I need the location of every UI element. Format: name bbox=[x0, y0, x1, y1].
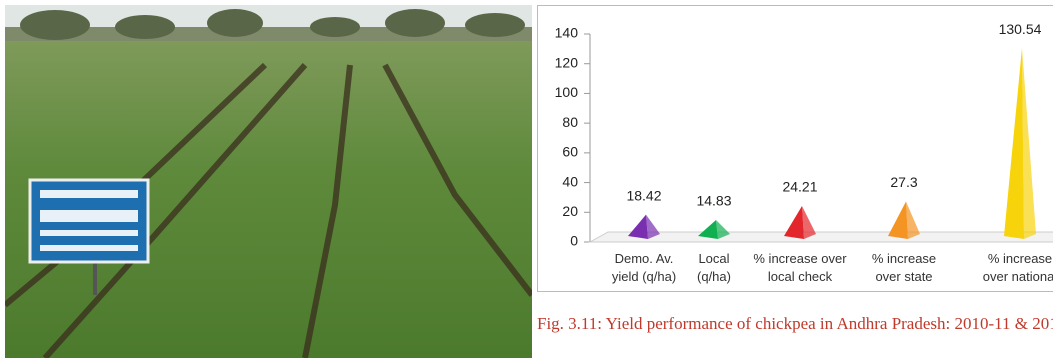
y-tick-label: 80 bbox=[562, 114, 578, 130]
page: {"chart_data": {"type": "pyramid", "cate… bbox=[0, 0, 1053, 363]
pyramid-face bbox=[802, 206, 816, 239]
chart: 0 20 40 60 80 100 120 140 18.42 14.83 24.21 27.3 130… bbox=[537, 5, 1053, 292]
value-label: 14.83 bbox=[696, 193, 731, 209]
y-tick-label: 0 bbox=[570, 233, 578, 249]
pyramid-face bbox=[784, 206, 804, 239]
value-label: 27.3 bbox=[890, 174, 917, 190]
y-tick-label: 120 bbox=[555, 54, 579, 70]
pyramid bbox=[628, 215, 660, 239]
x-tick-label: % increase over local check bbox=[745, 250, 855, 286]
value-label: 130.54 bbox=[999, 21, 1042, 37]
pyramid-face bbox=[906, 201, 920, 239]
caption-area: Fig. 3.11: Yield performance of chickpea… bbox=[537, 312, 1053, 360]
pyramid-face bbox=[1004, 48, 1024, 239]
pyramid bbox=[1004, 48, 1036, 239]
field-photo bbox=[5, 5, 532, 358]
x-tick-label: % increase over national bbox=[975, 250, 1053, 286]
caption: Fig. 3.11: Yield performance of chickpea… bbox=[537, 312, 1053, 336]
pyramid bbox=[784, 206, 816, 239]
y-tick-label: 20 bbox=[562, 203, 578, 219]
x-tick-label: % increase over state bbox=[859, 250, 949, 286]
value-label: 18.42 bbox=[626, 187, 661, 203]
pyramid-face bbox=[698, 220, 718, 239]
value-label: 24.21 bbox=[782, 179, 817, 195]
x-tick-label: Local (q/ha) bbox=[689, 250, 739, 286]
y-tick-label: 100 bbox=[555, 84, 579, 100]
x-tick-label: Demo. Av. yield (q/ha) bbox=[604, 250, 684, 286]
y-tick-label: 60 bbox=[562, 144, 578, 160]
pyramid bbox=[888, 201, 920, 239]
y-tick-label: 140 bbox=[555, 25, 579, 41]
pyramid-face bbox=[888, 201, 908, 239]
pyramid-face bbox=[1022, 48, 1036, 239]
pyramid-face bbox=[628, 215, 648, 239]
y-tick-label: 40 bbox=[562, 173, 578, 189]
